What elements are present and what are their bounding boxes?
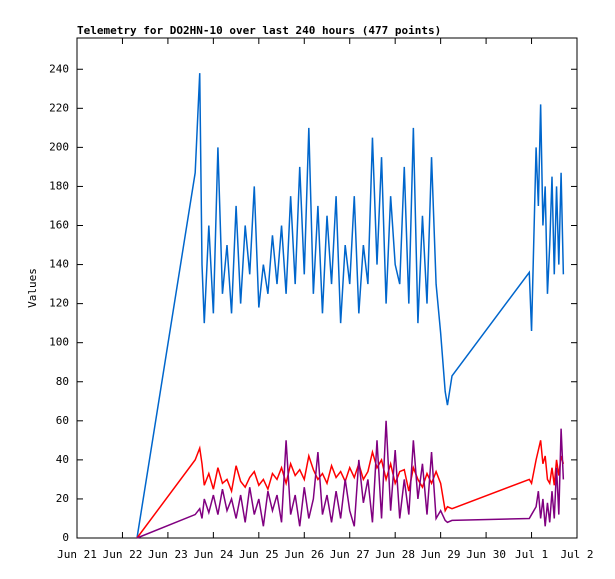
y-tick-label: 120 (49, 297, 69, 310)
y-tick-label: 140 (49, 258, 69, 271)
x-tick-label: Jul 2 (560, 548, 593, 561)
x-tick-label: Jun 27 (330, 548, 370, 561)
series-line (136, 440, 565, 539)
series-line (136, 73, 565, 539)
y-tick-label: 240 (49, 62, 69, 75)
x-tick-label: Jun 22 (103, 548, 143, 561)
x-tick-label: Jun 28 (375, 548, 415, 561)
y-tick-label: 220 (49, 101, 69, 114)
y-tick-label: 0 (62, 531, 69, 544)
y-tick-label: 160 (49, 219, 69, 232)
series-line (136, 420, 565, 539)
x-tick-label: Jun 24 (193, 548, 233, 561)
y-axis-label: Values (26, 268, 39, 308)
x-tick-label: Jun 26 (284, 548, 324, 561)
x-tick-label: Jul 1 (515, 548, 548, 561)
plot-frame (76, 37, 578, 539)
x-tick-label: Jun 29 (421, 548, 461, 561)
y-tick-label: 40 (56, 453, 69, 466)
x-tick-label: Jun 25 (239, 548, 279, 561)
x-tick-label: Jun 30 (466, 548, 506, 561)
y-tick-label: 200 (49, 140, 69, 153)
y-tick-label: 60 (56, 414, 69, 427)
chart-title: Telemetry for DO2HN-10 over last 240 hou… (77, 24, 441, 37)
x-tick-label: Jun 23 (148, 548, 188, 561)
y-tick-label: 100 (49, 336, 69, 349)
y-tick-label: 20 (56, 492, 69, 505)
x-tick-label: Jun 21 (57, 548, 97, 561)
y-tick-label: 80 (56, 375, 69, 388)
y-tick-label: 180 (49, 179, 69, 192)
